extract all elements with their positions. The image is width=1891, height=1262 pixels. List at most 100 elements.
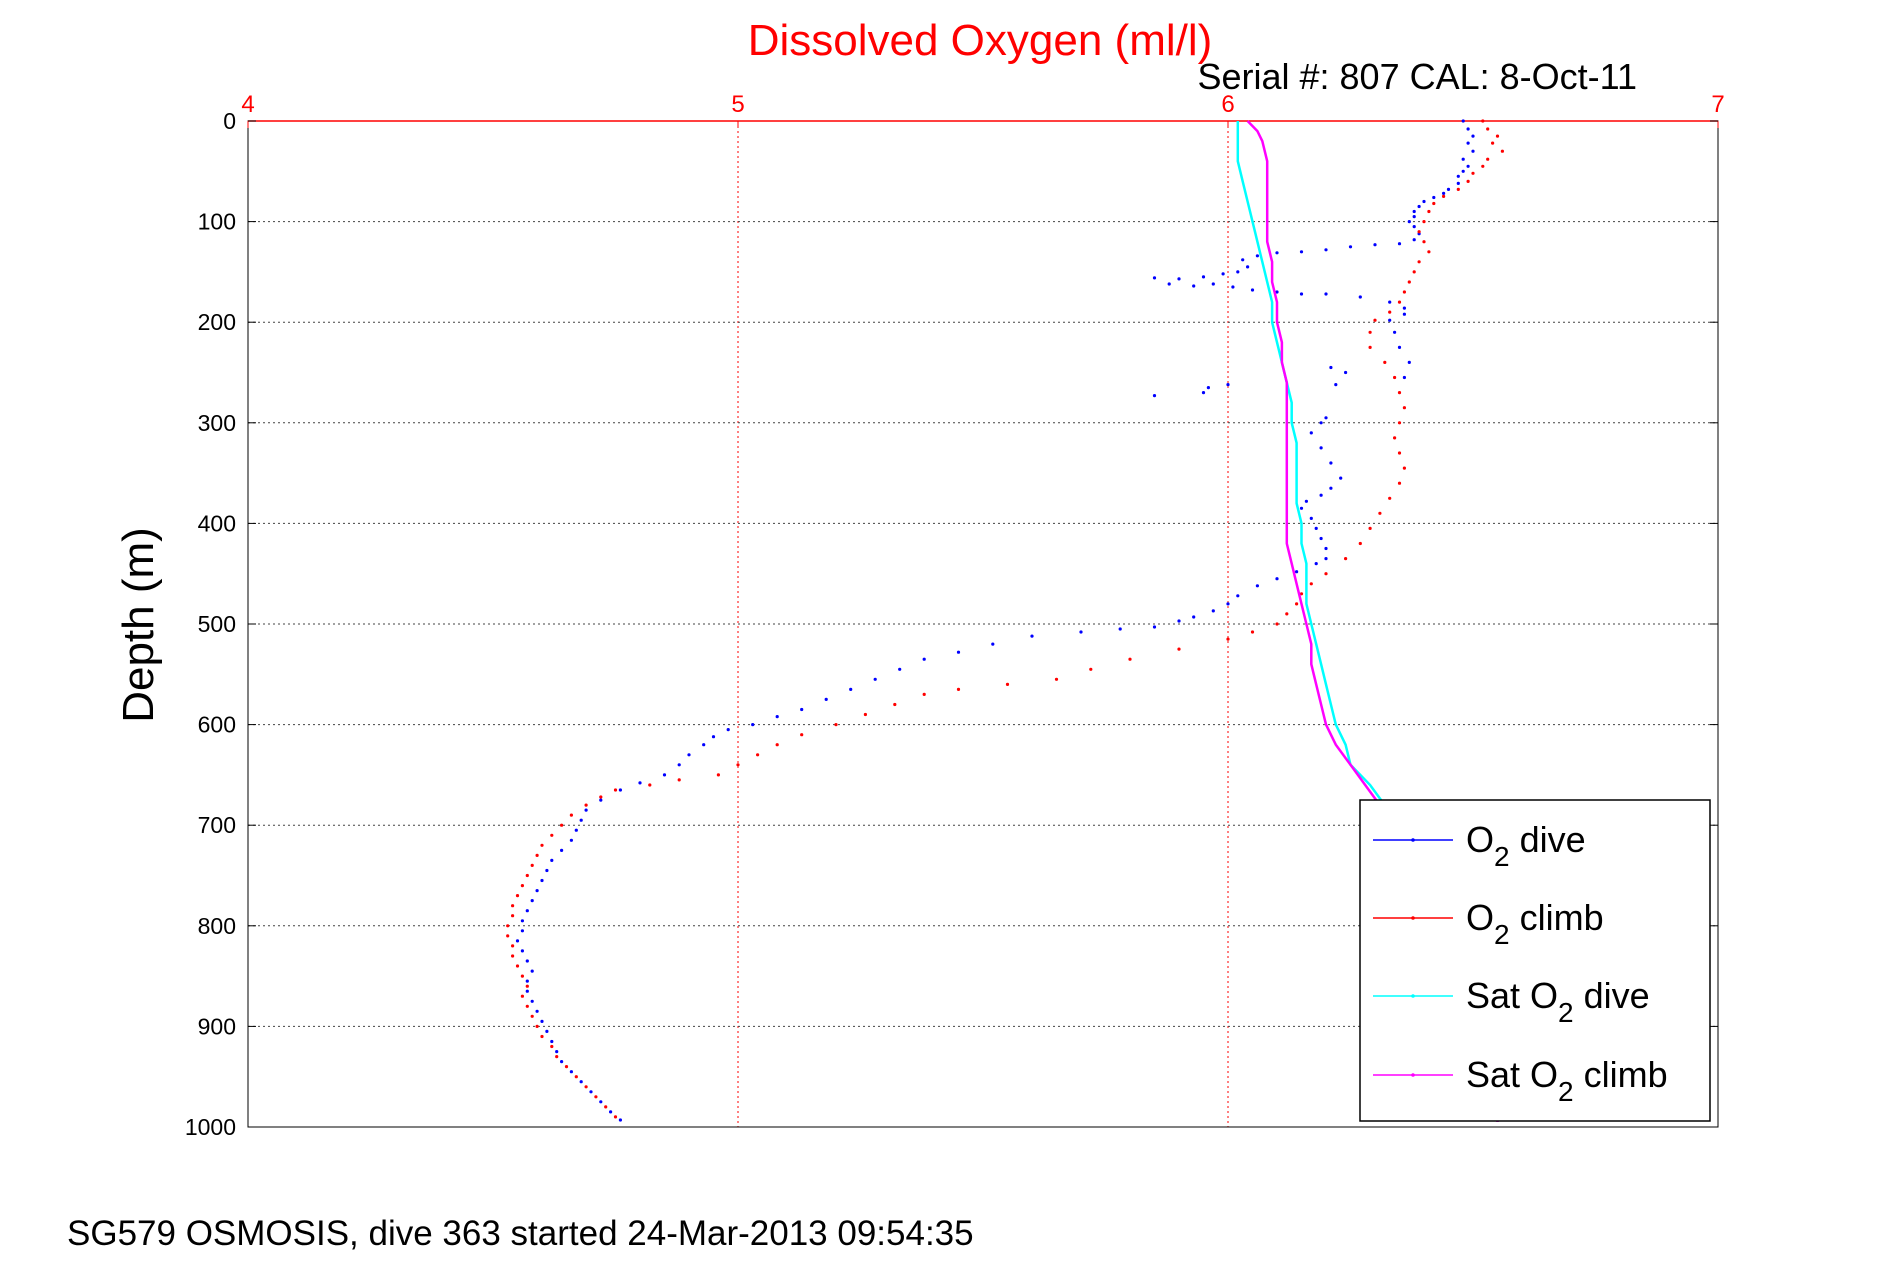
data-point [609,1110,613,1114]
tick-layer: 4 5 6 7 0 100 200 300 400 500 600 700 800 900 1000 [185,91,1725,1140]
data-point [1319,536,1323,541]
data-point [1466,179,1470,183]
data-point [579,1080,583,1084]
data-point [1309,582,1313,586]
data-point [613,788,618,792]
y-tick-label: 300 [198,410,236,436]
y-axis-label: Depth (m) [114,527,163,723]
data-point [677,763,681,767]
data-point [1334,383,1338,387]
data-point [716,773,721,777]
data-point [1324,546,1328,551]
data-point [1500,149,1504,153]
data-point [530,999,534,1003]
data-point [1226,383,1230,387]
data-point [1442,191,1446,195]
data-point [618,1118,623,1122]
data-point [604,1105,608,1109]
data-point [1236,594,1240,598]
data-point [540,1019,544,1024]
data-point [1314,562,1318,566]
data-point [1241,258,1245,262]
data-point [525,989,529,993]
legend: O2 dive O2 climb Sat O2 dive Sat O2 climb [1359,799,1711,1122]
data-point [520,949,525,953]
data-point [726,728,730,732]
footer-caption: SG579 OSMOSIS, dive 363 started 24-Mar-2… [67,1214,974,1253]
data-point [991,642,995,646]
data-point [584,1085,588,1089]
data-point [1275,251,1279,255]
data-point [834,723,838,727]
data-point [898,667,902,671]
data-point [662,773,667,777]
data-point [711,735,716,739]
data-point [1295,570,1299,574]
data-point [1177,277,1181,281]
data-point [1368,345,1372,349]
x-tick-label: 5 [731,91,744,118]
data-point [506,924,510,928]
data-point [1167,282,1171,286]
data-point [751,723,755,727]
data-point [560,823,564,827]
data-point [1456,181,1460,185]
data-point [1348,245,1353,249]
data-point [1397,345,1402,349]
data-point [1255,254,1259,258]
data-point [569,838,574,842]
data-point [560,1060,564,1064]
data-point [1192,615,1196,619]
data-point [1481,119,1485,123]
data-point [574,1075,578,1079]
data-point [824,697,828,702]
data-point [510,954,515,958]
data-point [1446,187,1451,191]
data-point [1466,141,1470,145]
data-point [1397,481,1402,485]
data-point [1005,682,1010,687]
y-tick-label: 1000 [185,1114,236,1140]
legend-marker [1411,916,1415,920]
data-point [736,763,740,767]
data-point [1250,630,1255,634]
data-point [1177,619,1181,623]
data-point [922,657,926,661]
data-point [1407,220,1411,224]
data-point [1358,541,1362,546]
data-point [1402,312,1406,316]
data-point [525,979,529,983]
data-point [1275,290,1279,294]
data-point [584,808,588,812]
data-point [540,878,544,883]
data-point [550,858,554,863]
data-point [1118,627,1122,631]
data-point [515,939,520,943]
data-point [1054,677,1059,681]
data-point [1471,149,1475,153]
data-point [1221,272,1225,276]
data-point [1339,476,1343,480]
data-point [775,715,779,719]
data-point [1471,134,1475,138]
data-point [1201,275,1206,279]
data-point [530,899,534,903]
data-point [1344,557,1348,561]
legend-entry: O2 dive [1373,819,1586,872]
data-point [1329,461,1333,465]
data-point [1402,406,1406,410]
y-tick-label: 0 [223,108,236,134]
data-point [525,909,529,913]
data-point [1412,270,1416,274]
data-point [1495,134,1500,138]
data-point [1407,280,1411,284]
data-point [1417,230,1421,234]
data-point [1089,667,1093,671]
data-point [1397,300,1402,304]
data-point [525,1004,529,1008]
data-point [1402,375,1406,380]
data-point [515,894,520,898]
legend-label: Sat O2 dive [1466,975,1650,1028]
y-tick-label: 400 [198,510,236,536]
